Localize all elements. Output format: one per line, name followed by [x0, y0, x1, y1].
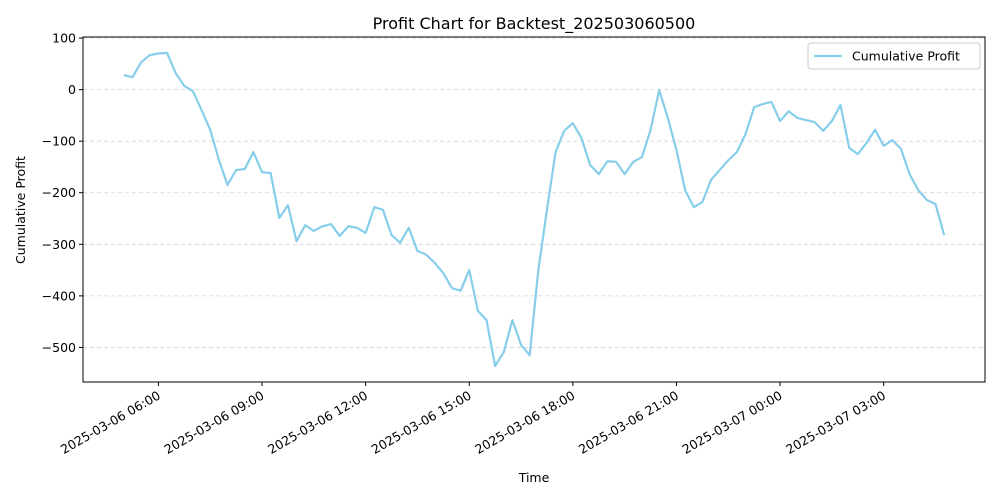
legend-box [807, 42, 981, 70]
y-tick-label: 100 [52, 31, 76, 46]
y-tick-label: 0 [68, 82, 76, 97]
y-tick-label: −200 [42, 185, 76, 200]
y-tick-label: −100 [42, 134, 76, 149]
data-line [123, 51, 946, 368]
plot-frame [82, 36, 986, 383]
y-tick-label: −500 [42, 340, 76, 355]
legend-label: Cumulative Profit [852, 49, 960, 64]
y-tick-label: −300 [42, 237, 76, 252]
chart-title: Profit Chart for Backtest_202503060500 [373, 14, 696, 34]
x-axis-label: Time [518, 470, 550, 485]
y-axis-label: Cumulative Profit [13, 156, 28, 264]
y-tick-label: −400 [42, 288, 76, 303]
